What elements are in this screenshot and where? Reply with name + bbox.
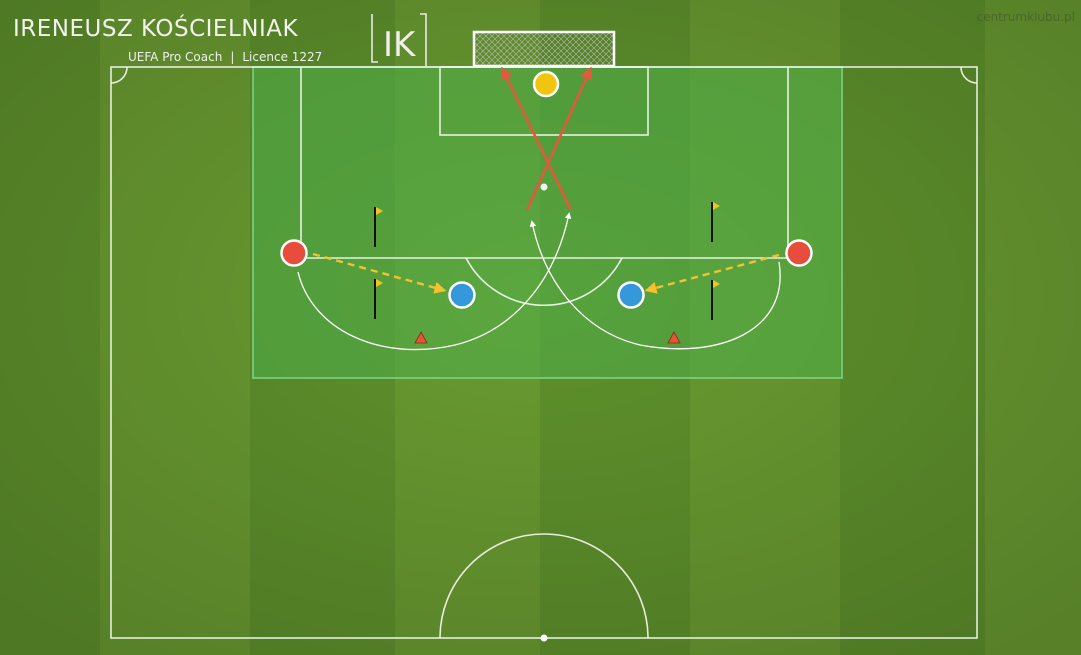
corner-arc-left: [110, 66, 128, 84]
pass-arrow-right: [644, 253, 780, 294]
website-watermark: centrumklubu.pl: [976, 10, 1075, 24]
run-paths: [297, 212, 781, 351]
flag-pole-icon: [711, 202, 720, 242]
run-path-right: [529, 220, 781, 350]
passes: [312, 252, 780, 294]
blue-player-icon: [448, 281, 476, 309]
coach-name: IRENEUSZ KOŚCIELNIAK: [13, 16, 299, 42]
corner-arc-right: [960, 66, 978, 84]
center-spot: [540, 634, 548, 642]
cone-icon: [414, 331, 428, 344]
run-path-left: [297, 212, 572, 351]
coach-licence: Licence 1227: [242, 50, 323, 64]
shot-arrow-left: [501, 66, 573, 211]
drill-zone: [252, 66, 843, 379]
goal: [472, 30, 616, 68]
penalty-arc: [465, 257, 623, 306]
shots: [501, 66, 593, 211]
flag-pole-icon: [374, 279, 383, 319]
cone-icon: [667, 331, 681, 344]
pass-arrow-left: [312, 252, 447, 294]
shot-arrow-right: [525, 66, 593, 211]
svg-text:IK: IK: [383, 25, 417, 65]
penalty-spot: [540, 183, 548, 191]
coach-role: UEFA Pro Coach: [128, 50, 223, 64]
players: [280, 70, 813, 309]
blue-player-icon: [617, 281, 645, 309]
cones: [414, 331, 681, 344]
red-player-icon: [785, 239, 813, 267]
center-circle: [439, 533, 649, 639]
penalty-area: [300, 67, 789, 259]
flag-pole-icon: [374, 207, 383, 247]
credentials-separator: |: [230, 50, 235, 64]
red-player-icon: [280, 239, 308, 267]
yellow-goalkeeper-icon: [532, 70, 560, 98]
flag-poles: [374, 202, 720, 320]
ik-logo: IK: [371, 13, 427, 66]
flag-pole-icon: [711, 280, 720, 320]
coach-credentials: UEFA Pro Coach | Licence 1227: [128, 50, 322, 64]
